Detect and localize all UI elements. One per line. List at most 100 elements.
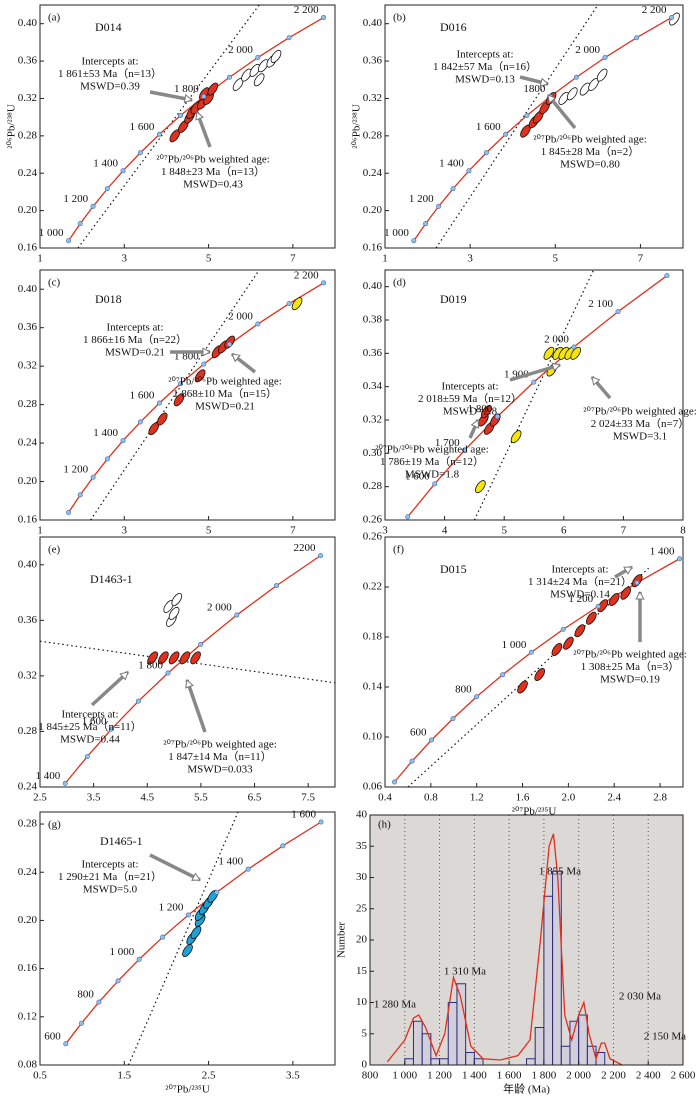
analysis-ellipse (534, 668, 546, 681)
age-label: 800 (77, 989, 94, 1001)
histogram-bar (569, 1020, 580, 1066)
x-tick-label: 800 (362, 1070, 379, 1082)
annotation: ²⁰⁷Pb/²⁰⁶Pb weighted age: (168, 376, 282, 388)
y-tick-label: 0.36 (363, 55, 383, 67)
annotation: ²⁰⁷Pb/²⁰⁶Pb weighted age: (156, 154, 270, 166)
annotation: 1 786±19 Ma（n=12） (380, 455, 484, 468)
age-marker (531, 379, 537, 385)
panel-tag: (c) (48, 277, 61, 289)
y-tick-label: 0.28 (18, 129, 38, 141)
age-label: 2 200 (294, 269, 319, 281)
y-tick-label: 25 (356, 902, 368, 914)
age-marker (573, 74, 579, 80)
annotation: ²⁰⁷Pb/²⁰⁶Pb weighted age: (573, 649, 687, 661)
analysis-ellipse (171, 593, 183, 606)
analysis-ellipse (173, 393, 185, 407)
analysis-ellipse (620, 586, 632, 600)
y-tick-label: 0.28 (18, 818, 38, 830)
histogram-bar (447, 1002, 458, 1066)
age-marker (185, 912, 191, 918)
analysis-ellipse (168, 606, 180, 620)
annotation: 1 314±24 Ma（n=21） (528, 575, 632, 588)
y-tick-label: 0.36 (18, 614, 38, 626)
annotation: Intercepts at: (441, 381, 498, 393)
x-tick-label: 1.5 (117, 1070, 131, 1082)
analysis-ellipse (510, 430, 522, 444)
age-marker (255, 321, 261, 327)
age-label: 2 000 (544, 334, 569, 346)
age-marker (321, 280, 327, 286)
y-axis-label: ²⁰⁶Pb/²³⁸U (351, 104, 363, 149)
age-label: 1 200 (159, 902, 184, 914)
y-tick-label: 0.30 (363, 447, 383, 459)
age-marker (429, 737, 435, 743)
x-axis-label: 年龄 (Ma) (503, 1082, 550, 1096)
age-label: 1 000 (109, 946, 134, 958)
age-label: 1 800 (138, 660, 163, 672)
analysis-ellipse (147, 651, 158, 665)
annotation: MSWD=3.1 (613, 431, 667, 443)
y-tick-label: 0.32 (18, 360, 37, 372)
age-label: 1 600 (291, 809, 316, 821)
annotation: MSWD=0.39 (80, 81, 140, 93)
annotation: Intercepts at: (81, 56, 138, 68)
age-marker (634, 35, 640, 41)
arrow-head (547, 94, 557, 104)
x-tick-label: 6 (561, 525, 567, 537)
histogram-bar (456, 983, 467, 1066)
analysis-ellipse (517, 680, 528, 694)
y-tick-label: 0.26 (363, 514, 383, 526)
analysis-ellipse (291, 297, 303, 311)
analysis-ellipse (543, 346, 555, 360)
y-tick-label: 0.32 (18, 669, 37, 681)
y-tick-label: 0.36 (18, 55, 38, 67)
age-marker (615, 309, 621, 315)
age-marker (423, 221, 429, 227)
age-label: 1 400 (93, 157, 118, 169)
plot-frame (384, 4, 684, 249)
annotation: Intercepts at: (456, 49, 513, 61)
age-label: 1 400 (650, 545, 675, 557)
age-marker (214, 889, 220, 895)
y-tick-label: 30 (356, 871, 368, 883)
age-marker (77, 221, 83, 227)
x-tick-label: 5 (206, 253, 212, 265)
discordia-line (127, 812, 239, 1065)
annotation: MSWD=0.21 (195, 401, 255, 413)
x-tick-label: 5 (553, 253, 559, 265)
age-label: 2 000 (228, 44, 253, 56)
annotation: 1 868±10 Ma（n=15） (173, 387, 277, 400)
annotation: MSWD=0.21 (105, 347, 165, 359)
age-marker (255, 55, 261, 61)
y-tick-label: 0.20 (363, 204, 383, 216)
y-tick-label: 0.20 (18, 914, 38, 926)
age-marker (392, 779, 398, 785)
panel-tag: (a) (48, 12, 61, 24)
histogram-bar (404, 1058, 414, 1066)
plot-frame (39, 4, 336, 249)
age-marker (528, 649, 534, 655)
analysis-ellipse (558, 91, 570, 105)
y-axis-label: Number (336, 922, 348, 958)
age-marker (178, 112, 184, 118)
age-marker (634, 580, 640, 586)
analysis-ellipse (608, 593, 620, 606)
y-tick-label: 5 (362, 1027, 368, 1039)
age-marker (286, 301, 292, 307)
y-tick-label: 20 (356, 934, 368, 946)
age-marker (156, 131, 162, 137)
analysis-ellipse (480, 405, 492, 419)
x-tick-label: 7.5 (301, 792, 315, 804)
histogram-bar (560, 1045, 571, 1066)
analysis-ellipse (570, 346, 582, 360)
discordia-line (407, 567, 650, 787)
age-marker (109, 726, 115, 732)
x-tick-label: 3 (382, 525, 388, 537)
concordia-curve (67, 16, 324, 242)
sample-name: D1465-1 (100, 834, 143, 848)
panel-tag: (b) (393, 12, 406, 24)
x-tick-label: 1 400 (462, 1070, 487, 1082)
x-tick-label: 1 800 (532, 1070, 557, 1082)
x-tick-label: 3 (122, 525, 128, 537)
x-tick-label: 4 (442, 525, 448, 537)
